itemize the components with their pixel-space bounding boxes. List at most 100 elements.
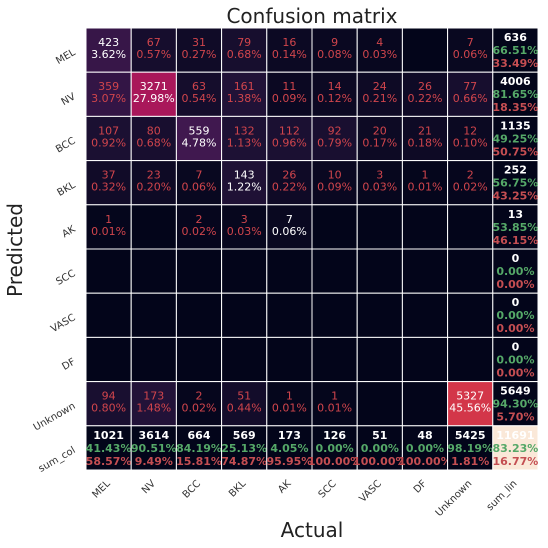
matrix-cell bbox=[85, 336, 132, 383]
summary-cell bbox=[492, 425, 539, 471]
cell-percent-label: 0.02% bbox=[453, 181, 488, 194]
matrix-cell bbox=[130, 71, 177, 117]
matrix-cell bbox=[85, 292, 132, 338]
col-recall-label: 25.13% bbox=[221, 442, 267, 455]
matrix-cell bbox=[356, 160, 403, 206]
row-precision-label: 0.00% bbox=[496, 353, 534, 366]
row-total-label: 0 bbox=[512, 252, 520, 265]
cell-count-label: 24 bbox=[373, 80, 387, 93]
row-error-label: 50.75% bbox=[492, 145, 538, 158]
row-precision-label: 56.75% bbox=[492, 177, 538, 190]
row-total-label: 252 bbox=[504, 164, 527, 177]
matrix-cell bbox=[175, 71, 223, 117]
matrix-cell bbox=[447, 204, 494, 250]
cell-count-label: 77 bbox=[463, 80, 477, 93]
cell-percent-label: 0.09% bbox=[317, 181, 352, 194]
cell-percent-label: 0.14% bbox=[272, 48, 307, 61]
matrix-cell bbox=[447, 160, 494, 206]
overall-total-label: 11691 bbox=[496, 429, 534, 442]
matrix-cell bbox=[221, 71, 268, 117]
cell-percent-label: 0.01% bbox=[272, 402, 307, 415]
cell-percent-label: 0.01% bbox=[317, 402, 352, 415]
col-error-label: 95.95% bbox=[266, 455, 312, 468]
cell-percent-label: 0.22% bbox=[408, 92, 443, 105]
cell-count-label: 107 bbox=[98, 124, 119, 137]
summary-cell bbox=[175, 425, 223, 471]
summary-cell bbox=[492, 160, 539, 206]
cell-percent-label: 0.10% bbox=[453, 136, 488, 149]
col-error-label: 9.49% bbox=[135, 455, 173, 468]
matrix-cell bbox=[266, 381, 313, 427]
row-precision-label: 94.30% bbox=[492, 398, 538, 411]
row-precision-label: 53.85% bbox=[492, 221, 538, 234]
matrix-cell bbox=[447, 115, 494, 162]
cell-percent-label: 0.44% bbox=[227, 402, 262, 415]
cell-count-label: 9 bbox=[331, 36, 338, 49]
col-total-label: 48 bbox=[417, 429, 432, 442]
cell-percent-label: 0.01% bbox=[91, 225, 126, 238]
cell-count-label: 67 bbox=[147, 36, 161, 49]
cell-percent-label: 1.38% bbox=[227, 92, 262, 105]
row-error-label: 33.49% bbox=[492, 57, 538, 70]
cell-count-label: 92 bbox=[328, 124, 342, 137]
matrix-cell bbox=[130, 381, 177, 427]
cell-count-label: 10 bbox=[328, 169, 342, 182]
col-recall-label: 90.51% bbox=[131, 442, 177, 455]
cell-count-label: 26 bbox=[282, 169, 296, 182]
cell-count-label: 21 bbox=[418, 124, 432, 137]
overall-error-label: 16.77% bbox=[492, 455, 538, 468]
row-precision-label: 0.00% bbox=[496, 309, 534, 322]
row-total-label: 13 bbox=[508, 208, 523, 221]
cell-count-label: 3 bbox=[241, 213, 248, 226]
cell-count-label: 559 bbox=[189, 124, 210, 137]
matrix-cell bbox=[311, 292, 358, 338]
cell-percent-label: 0.03% bbox=[227, 225, 262, 238]
row-error-label: 0.00% bbox=[496, 278, 534, 291]
cell-percent-label: 0.66% bbox=[453, 92, 488, 105]
col-recall-label: 4.05% bbox=[270, 442, 308, 455]
cell-percent-label: 1.13% bbox=[227, 136, 262, 149]
row-error-label: 18.35% bbox=[492, 101, 538, 114]
matrix-cell bbox=[311, 71, 358, 117]
matrix-cell bbox=[221, 160, 268, 206]
col-error-label: 74.87% bbox=[221, 455, 267, 468]
row-total-label: 4006 bbox=[500, 75, 531, 88]
summary-cell bbox=[492, 71, 539, 117]
summary-cell bbox=[356, 425, 403, 471]
matrix-cell bbox=[401, 381, 449, 427]
matrix-cell bbox=[401, 27, 449, 73]
cell-count-label: 16 bbox=[282, 36, 296, 49]
matrix-cell bbox=[130, 336, 177, 383]
col-error-label: 15.81% bbox=[176, 455, 222, 468]
row-error-label: 43.25% bbox=[492, 190, 538, 203]
cell-percent-label: 1.48% bbox=[136, 402, 171, 415]
cell-percent-label: 0.03% bbox=[362, 48, 397, 61]
x-tick-label: VASC bbox=[357, 478, 383, 504]
matrix-cell bbox=[175, 381, 223, 427]
y-tick-label: NV bbox=[60, 91, 78, 108]
matrix-cell bbox=[130, 248, 177, 294]
row-error-label: 5.70% bbox=[496, 411, 534, 424]
x-tick-label: Unknown bbox=[434, 478, 475, 519]
matrix-cell bbox=[311, 204, 358, 250]
cell-percent-label: 0.96% bbox=[272, 136, 307, 149]
matrix-cell bbox=[266, 292, 313, 338]
cell-percent-label: 45.56% bbox=[449, 402, 491, 415]
matrix-cell bbox=[401, 248, 449, 294]
cell-percent-label: 0.54% bbox=[182, 92, 217, 105]
summary-cell bbox=[130, 425, 177, 471]
summary-cell bbox=[492, 27, 539, 73]
col-total-label: 5425 bbox=[455, 429, 486, 442]
cell-count-label: 112 bbox=[279, 124, 300, 137]
matrix-cell bbox=[130, 160, 177, 206]
row-total-label: 636 bbox=[504, 31, 527, 44]
cell-percent-label: 0.06% bbox=[272, 225, 307, 238]
col-error-label: 100.00% bbox=[398, 455, 451, 468]
matrix-cell bbox=[175, 204, 223, 250]
cell-percent-label: 0.21% bbox=[362, 92, 397, 105]
matrix-cell bbox=[266, 248, 313, 294]
matrix-cell bbox=[85, 381, 132, 427]
cell-percent-label: 0.68% bbox=[227, 48, 262, 61]
cell-count-label: 2 bbox=[467, 169, 474, 182]
row-total-label: 5649 bbox=[500, 385, 531, 398]
